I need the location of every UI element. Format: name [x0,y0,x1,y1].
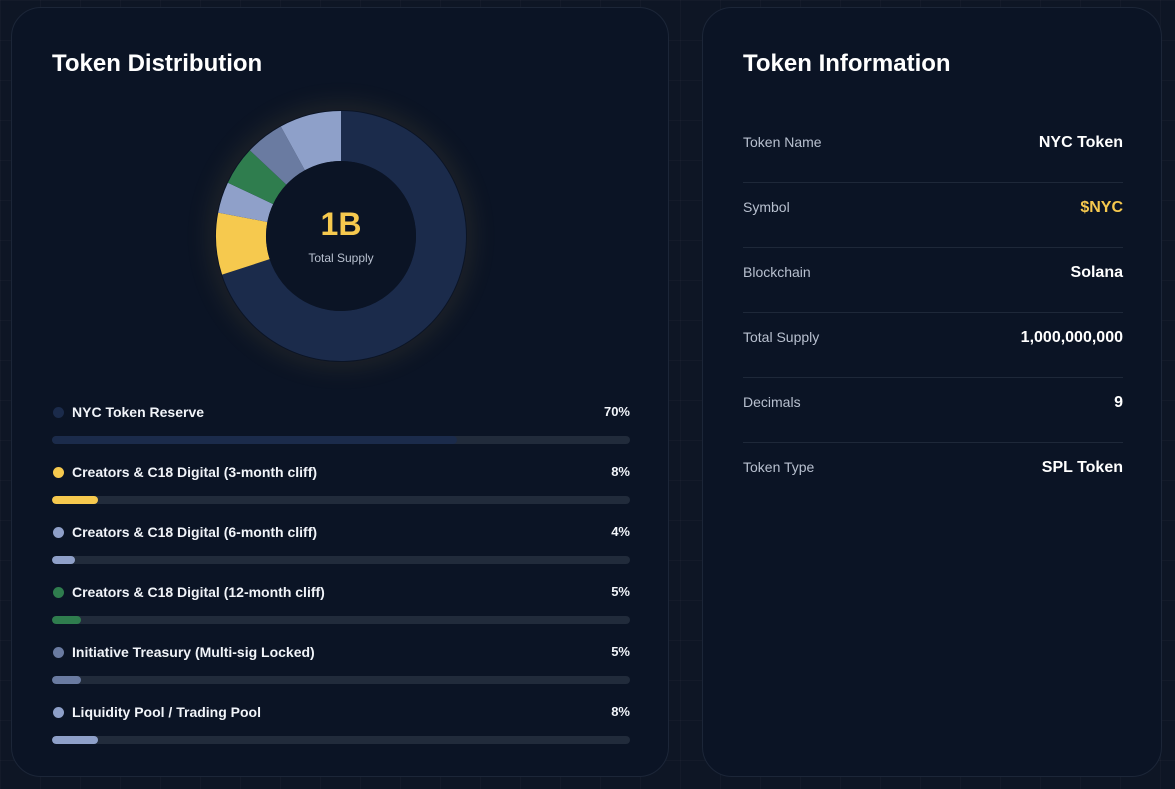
legend-color-dot [53,407,64,418]
donut-center: 1B Total Supply [215,110,467,362]
legend-percent: 5% [611,584,630,599]
donut-slice [218,182,274,222]
legend-item: Liquidity Pool / Trading Pool 8% [52,703,630,763]
info-value: Solana [1070,264,1123,281]
legend-percent: 70% [603,404,630,419]
info-value: $NYC [1080,199,1123,216]
legend-label: Liquidity Pool / Trading Pool [72,704,261,720]
legend-progress-fill [52,496,99,504]
legend-progress-track [52,556,630,564]
info-label: Blockchain [743,264,811,280]
legend-progress-track [52,616,630,624]
legend-color-dot [53,467,64,478]
distribution-title: Token Distribution [52,50,263,77]
info-value: SPL Token [1041,459,1123,476]
legend-item: Creators & C18 Digital (6-month cliff) 4… [52,523,630,583]
donut-slice [280,111,341,171]
info-value: NYC Token [1038,134,1123,151]
legend-progress-track [52,436,630,444]
token-info-list: Token Name NYC Token Symbol $NYC Blockch… [743,118,1123,507]
info-row-token-type: Token Type SPL Token [743,443,1123,507]
donut-slice [227,150,287,205]
legend-item: Creators & C18 Digital (3-month cliff) 8… [52,463,630,523]
legend-progress-fill [52,736,99,744]
legend-percent: 5% [611,644,630,659]
legend-label: Creators & C18 Digital (12-month cliff) [72,584,325,600]
legend-color-dot [53,587,64,598]
legend-percent: 8% [611,704,630,719]
legend-percent: 8% [611,464,630,479]
info-value: 9 [1114,394,1123,411]
legend-color-dot [53,707,64,718]
legend-progress-fill [52,556,76,564]
info-label: Decimals [743,394,801,410]
info-value: 1,000,000,000 [1020,329,1123,346]
legend-color-dot [53,527,64,538]
donut-slice [222,111,466,361]
info-row-token-name: Token Name NYC Token [743,118,1123,183]
info-row-total-supply: Total Supply 1,000,000,000 [743,313,1123,378]
info-label: Token Name [743,134,822,150]
info-row-decimals: Decimals 9 [743,378,1123,443]
token-distribution-card: Token Distribution 1B Total Supply NYC T… [11,7,669,777]
legend-progress-track [52,676,630,684]
legend-progress-track [52,496,630,504]
donut-svg [215,111,466,361]
donut-hole [266,161,416,311]
legend-item: NYC Token Reserve 70% [52,403,630,463]
info-row-blockchain: Blockchain Solana [743,248,1123,313]
total-supply-value: 1B [320,206,362,242]
legend-progress-track [52,736,630,744]
legend-percent: 4% [611,524,630,539]
legend-label: Initiative Treasury (Multi-sig Locked) [72,644,315,660]
token-information-card: Token Information Token Name NYC Token S… [702,7,1162,777]
donut-slice [215,212,270,275]
info-label: Total Supply [743,329,820,345]
legend-color-dot [53,647,64,658]
legend-label: Creators & C18 Digital (6-month cliff) [72,524,318,540]
legend-label: Creators & C18 Digital (3-month cliff) [72,464,318,480]
legend-progress-fill [52,436,457,444]
legend-label: NYC Token Reserve [72,404,205,420]
info-label: Symbol [743,199,790,215]
legend-progress-fill [52,676,81,684]
legend-progress-fill [52,616,81,624]
legend-item: Initiative Treasury (Multi-sig Locked) 5… [52,643,630,703]
legend-item: Creators & C18 Digital (12-month cliff) … [52,583,630,643]
info-label: Token Type [743,459,815,475]
information-title: Token Information [743,50,951,77]
distribution-donut-chart: 1B Total Supply [215,110,467,362]
distribution-legend: NYC Token Reserve 70% Creators & C18 Dig… [52,403,630,763]
info-row-symbol: Symbol $NYC [743,183,1123,248]
total-supply-label: Total Supply [308,251,374,265]
donut-slice [249,126,305,185]
